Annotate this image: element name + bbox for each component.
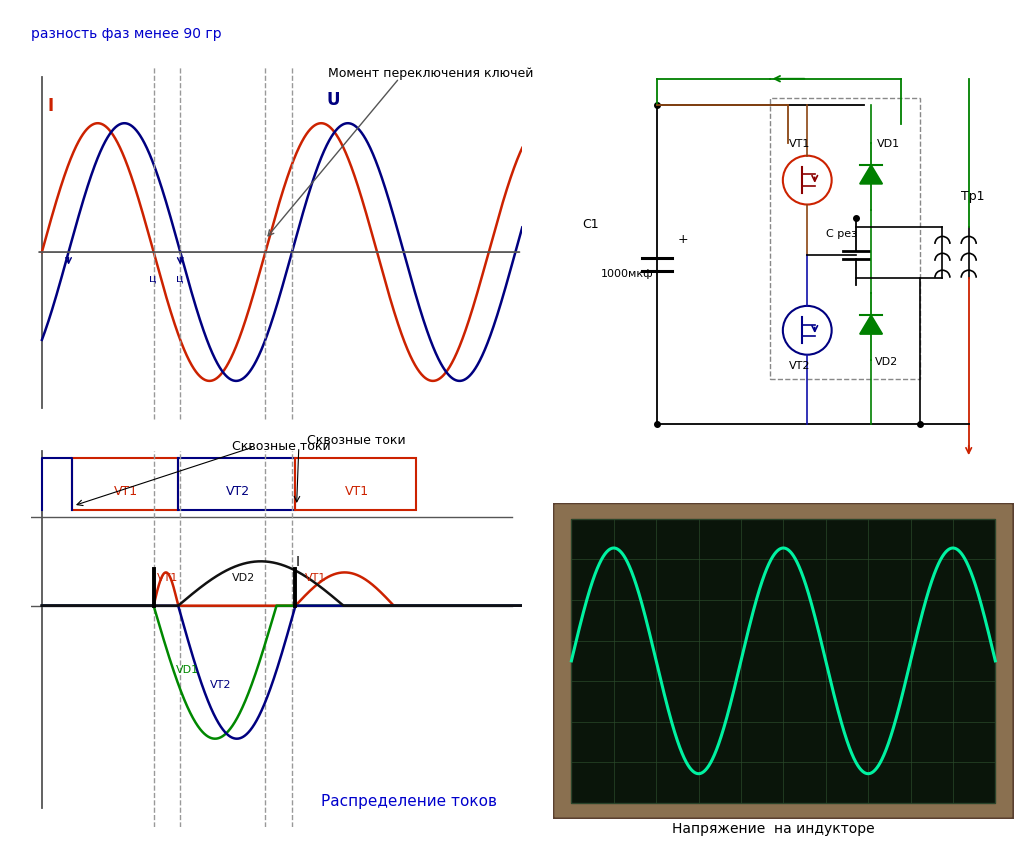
Text: VT2: VT2 [225, 485, 250, 497]
Text: VT1: VT1 [157, 572, 178, 582]
Text: VT1: VT1 [345, 485, 369, 497]
Text: Тр1: Тр1 [962, 189, 985, 203]
Text: VT1: VT1 [304, 572, 326, 582]
FancyBboxPatch shape [553, 503, 1014, 819]
Bar [178, 458, 296, 510]
Text: Сквозные токи: Сквозные токи [307, 433, 406, 447]
Text: VD1: VD1 [176, 664, 199, 675]
Text: VT2: VT2 [788, 361, 810, 370]
Bar [770, 98, 920, 380]
Text: +: + [678, 233, 688, 246]
Text: Сквозные токи: Сквозные токи [231, 439, 331, 452]
Polygon shape [860, 165, 883, 184]
Text: ц: ц [150, 273, 157, 283]
Text: VT1: VT1 [114, 485, 138, 497]
Text: U: U [327, 90, 340, 108]
Text: VT1: VT1 [788, 139, 810, 149]
Polygon shape [860, 316, 883, 334]
Text: VT2: VT2 [210, 679, 231, 689]
Bar [296, 458, 416, 510]
Text: VD2: VD2 [231, 572, 255, 582]
Text: разность фаз менее 90 гр: разность фаз менее 90 гр [31, 27, 221, 42]
Text: I: I [296, 554, 299, 568]
Text: Напряжение  на индукторе: Напряжение на индукторе [672, 821, 874, 835]
Text: VD2: VD2 [874, 357, 898, 367]
Text: I: I [47, 97, 53, 115]
Text: C1: C1 [582, 218, 599, 231]
Text: Распределение токов: Распределение токов [322, 793, 498, 809]
Text: VD1: VD1 [877, 139, 900, 149]
Text: 1000мкф: 1000мкф [601, 269, 653, 279]
Text: Момент переключения ключей: Момент переключения ключей [328, 67, 534, 80]
Text: С рез: С рез [826, 229, 857, 239]
Text: ц: ц [176, 273, 183, 283]
Bar [72, 458, 178, 510]
